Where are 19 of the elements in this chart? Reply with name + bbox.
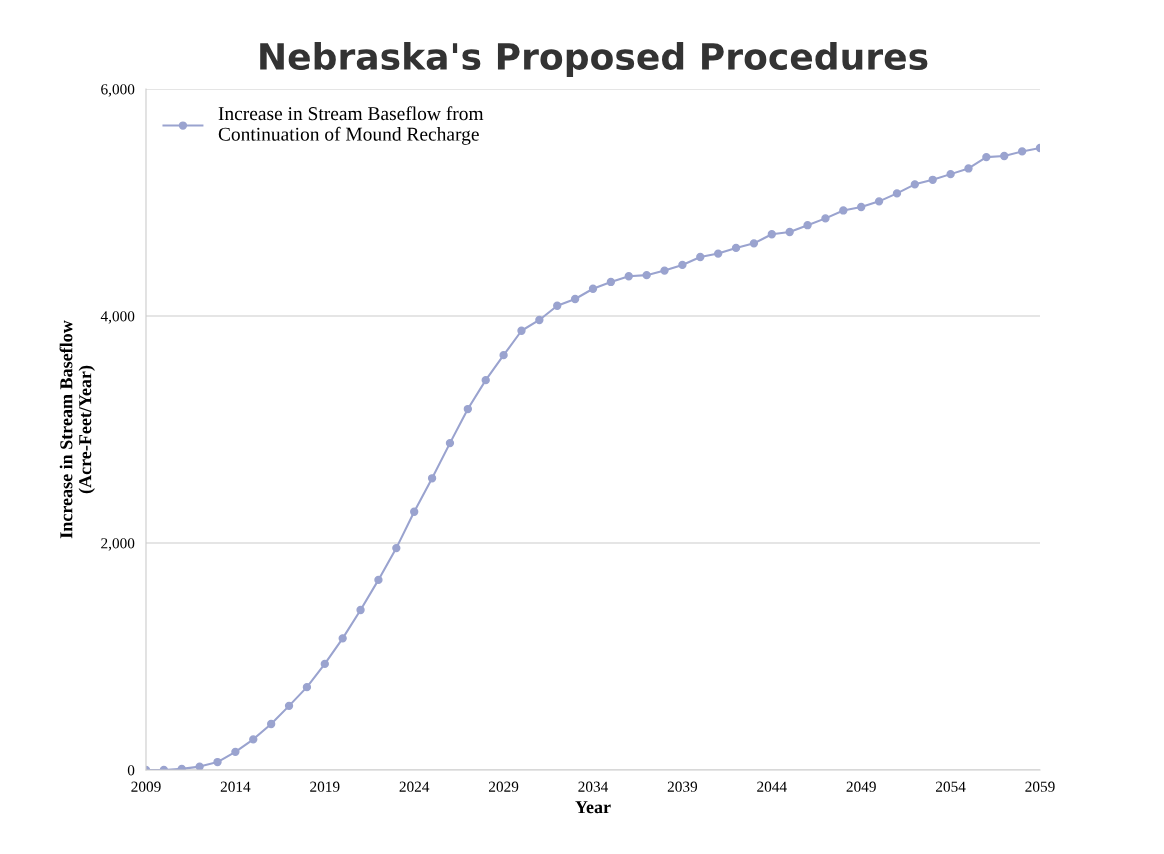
x-axis-title: Year	[575, 801, 611, 814]
x-tick-label: 2039	[667, 781, 698, 792]
x-tick-label: 2029	[488, 781, 519, 792]
y-axis-title: Increase in Stream Baseflow (Acre-Feet/Year)	[59, 320, 95, 539]
chart-title: Nebraska's Proposed Procedures	[260, 42, 928, 78]
legend-label: Increase in Stream Baseflow from Continuation of Mound Recharge	[218, 106, 484, 145]
x-tick-label: 2024	[399, 781, 430, 792]
y-tick-label: 4,000	[100, 311, 135, 324]
x-tick-label: 2034	[578, 781, 609, 792]
x-tick-label: 2059	[1025, 781, 1055, 792]
x-tick-label: 2054	[935, 781, 966, 792]
y-tick-label: 2,000	[101, 538, 135, 551]
x-tick-label: 2019	[310, 781, 340, 792]
x-tick-label: 2044	[757, 781, 787, 792]
y-tick-label: 0	[127, 765, 135, 776]
y-tick-label: 6,000	[101, 84, 135, 97]
x-tick-label: 2014	[220, 781, 251, 792]
x-tick-label: 2049	[846, 781, 876, 792]
x-tick-label: 2009	[131, 781, 161, 792]
